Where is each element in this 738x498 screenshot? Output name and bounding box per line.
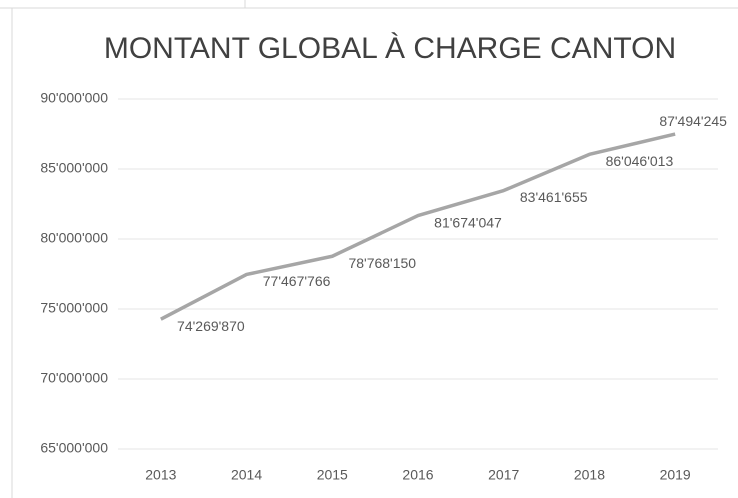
x-tick-label: 2019 bbox=[660, 467, 691, 483]
x-tick-label: 2015 bbox=[317, 467, 348, 483]
y-tick-label: 75'000'000 bbox=[40, 300, 108, 316]
x-tick-label: 2018 bbox=[574, 467, 605, 483]
x-tick-label: 2017 bbox=[488, 467, 519, 483]
data-label: 74'269'870 bbox=[177, 318, 245, 334]
y-tick-label: 80'000'000 bbox=[40, 230, 108, 246]
data-label: 86'046'013 bbox=[606, 153, 674, 169]
line-series bbox=[160, 132, 676, 321]
data-label: 77'467'766 bbox=[263, 273, 331, 289]
data-label: 83'461'655 bbox=[520, 189, 588, 205]
data-label: 87'494'245 bbox=[659, 113, 727, 129]
y-tick-label: 70'000'000 bbox=[40, 370, 108, 386]
x-tick-label: 2013 bbox=[145, 467, 176, 483]
x-tick-label: 2014 bbox=[231, 467, 262, 483]
y-tick-label: 85'000'000 bbox=[40, 160, 108, 176]
y-tick-label: 65'000'000 bbox=[40, 440, 108, 456]
chart-title: MONTANT GLOBAL À CHARGE CANTON bbox=[104, 32, 676, 65]
y-tick-label: 90'000'000 bbox=[40, 90, 108, 106]
x-tick-label: 2016 bbox=[402, 467, 433, 483]
data-label: 78'768'150 bbox=[348, 255, 416, 271]
data-label: 81'674'047 bbox=[434, 214, 502, 230]
